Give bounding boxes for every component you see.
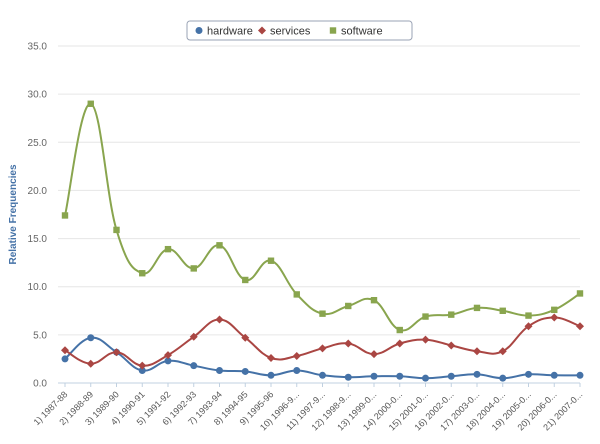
software-point[interactable] <box>396 326 403 334</box>
hardware-point[interactable] <box>293 366 301 374</box>
services-point[interactable] <box>395 339 404 348</box>
hardware-point[interactable] <box>241 367 249 375</box>
legend[interactable]: hardware services software <box>186 20 413 41</box>
hardware-point[interactable] <box>576 371 584 379</box>
services-point[interactable] <box>318 344 327 353</box>
services-point[interactable] <box>215 315 224 324</box>
software-point[interactable] <box>448 311 455 318</box>
hardware-point[interactable] <box>61 355 69 363</box>
grid-lines <box>58 45 580 384</box>
software-line[interactable] <box>64 102 581 332</box>
software-point[interactable] <box>576 290 584 297</box>
software-point[interactable] <box>113 226 120 234</box>
y-tick-label: 35.0 <box>28 42 48 53</box>
hardware-point[interactable] <box>216 366 223 374</box>
software-point[interactable] <box>242 276 249 284</box>
hardware-point[interactable] <box>164 357 172 365</box>
legend-item-hardware[interactable]: hardware <box>195 26 253 38</box>
hardware-point[interactable] <box>396 372 404 380</box>
services-point[interactable] <box>164 351 172 360</box>
software-point[interactable] <box>293 291 300 298</box>
software-point[interactable] <box>370 296 378 304</box>
software-point[interactable] <box>190 265 197 272</box>
x-axis: 1) 1987-882) 1988-893) 1989-904) 1990-91… <box>32 383 584 433</box>
y-tick-label: 30.0 <box>28 90 48 101</box>
software-point[interactable] <box>422 313 429 320</box>
software-point[interactable] <box>164 245 172 253</box>
services-point[interactable] <box>267 353 275 362</box>
software-point[interactable] <box>473 304 481 312</box>
legend-marker-hardware[interactable] <box>195 27 203 34</box>
series-services <box>61 313 584 370</box>
software-point[interactable] <box>319 310 326 317</box>
services-point[interactable] <box>292 352 301 361</box>
services-point[interactable] <box>447 341 456 350</box>
hardware-point[interactable] <box>525 370 532 378</box>
services-point[interactable] <box>524 322 533 331</box>
services-point[interactable] <box>112 348 121 357</box>
software-point[interactable] <box>139 270 146 277</box>
legend-label: software <box>341 26 383 38</box>
software-point[interactable] <box>267 257 275 264</box>
y-tick-label: 0.0 <box>33 379 47 390</box>
services-point[interactable] <box>241 333 250 342</box>
services-point[interactable] <box>370 350 378 359</box>
legend-label: hardware <box>207 26 253 38</box>
hardware-point[interactable] <box>499 374 507 382</box>
hardware-point[interactable] <box>447 372 455 380</box>
legend-marker-services[interactable] <box>258 26 266 35</box>
services-point[interactable] <box>138 361 147 370</box>
y-tick-label: 15.0 <box>28 234 48 245</box>
services-point[interactable] <box>473 347 481 356</box>
y-tick-label: 10.0 <box>28 282 48 293</box>
legend-marker-software[interactable] <box>329 27 337 34</box>
legend-label: services <box>270 26 311 38</box>
series-software <box>61 100 584 334</box>
legend-box <box>186 20 413 41</box>
hardware-point[interactable] <box>422 374 429 382</box>
software-point[interactable] <box>345 302 352 310</box>
hardware-point[interactable] <box>190 362 198 370</box>
legend-item-software[interactable]: software <box>329 26 383 38</box>
hardware-point[interactable] <box>370 372 378 380</box>
software-point[interactable] <box>525 312 532 319</box>
services-point[interactable] <box>421 335 430 344</box>
series-lines <box>61 100 584 382</box>
services-point[interactable] <box>189 332 198 341</box>
y-axis-title: Relative Frequencies <box>8 164 19 264</box>
hardware-point[interactable] <box>473 370 481 378</box>
services-point[interactable] <box>61 346 69 355</box>
software-point[interactable] <box>61 212 69 219</box>
software-point[interactable] <box>216 242 223 249</box>
hardware-point[interactable] <box>319 371 326 379</box>
software-point[interactable] <box>499 307 506 314</box>
series-hardware <box>61 334 584 382</box>
services-point[interactable] <box>344 339 353 348</box>
services-point[interactable] <box>86 359 95 368</box>
services-line[interactable] <box>64 316 581 367</box>
software-point[interactable] <box>87 100 94 107</box>
y-tick-label: 5.0 <box>33 330 47 341</box>
hardware-point[interactable] <box>138 366 146 374</box>
hardware-point[interactable] <box>267 371 275 379</box>
y-tick-label: 25.0 <box>28 138 48 149</box>
hardware-point[interactable] <box>344 373 352 381</box>
legend-item-services[interactable]: services <box>258 26 311 38</box>
y-tick-label: 20.0 <box>28 186 48 197</box>
services-point[interactable] <box>550 313 559 322</box>
software-point[interactable] <box>551 306 558 314</box>
services-point[interactable] <box>576 322 584 331</box>
hardware-point[interactable] <box>87 334 95 342</box>
y-axis: 0.0 5.0 10.0 15.0 20.0 25.0 30.0 35.0 <box>28 42 48 390</box>
services-point[interactable] <box>498 347 507 356</box>
hardware-point[interactable] <box>550 371 558 379</box>
